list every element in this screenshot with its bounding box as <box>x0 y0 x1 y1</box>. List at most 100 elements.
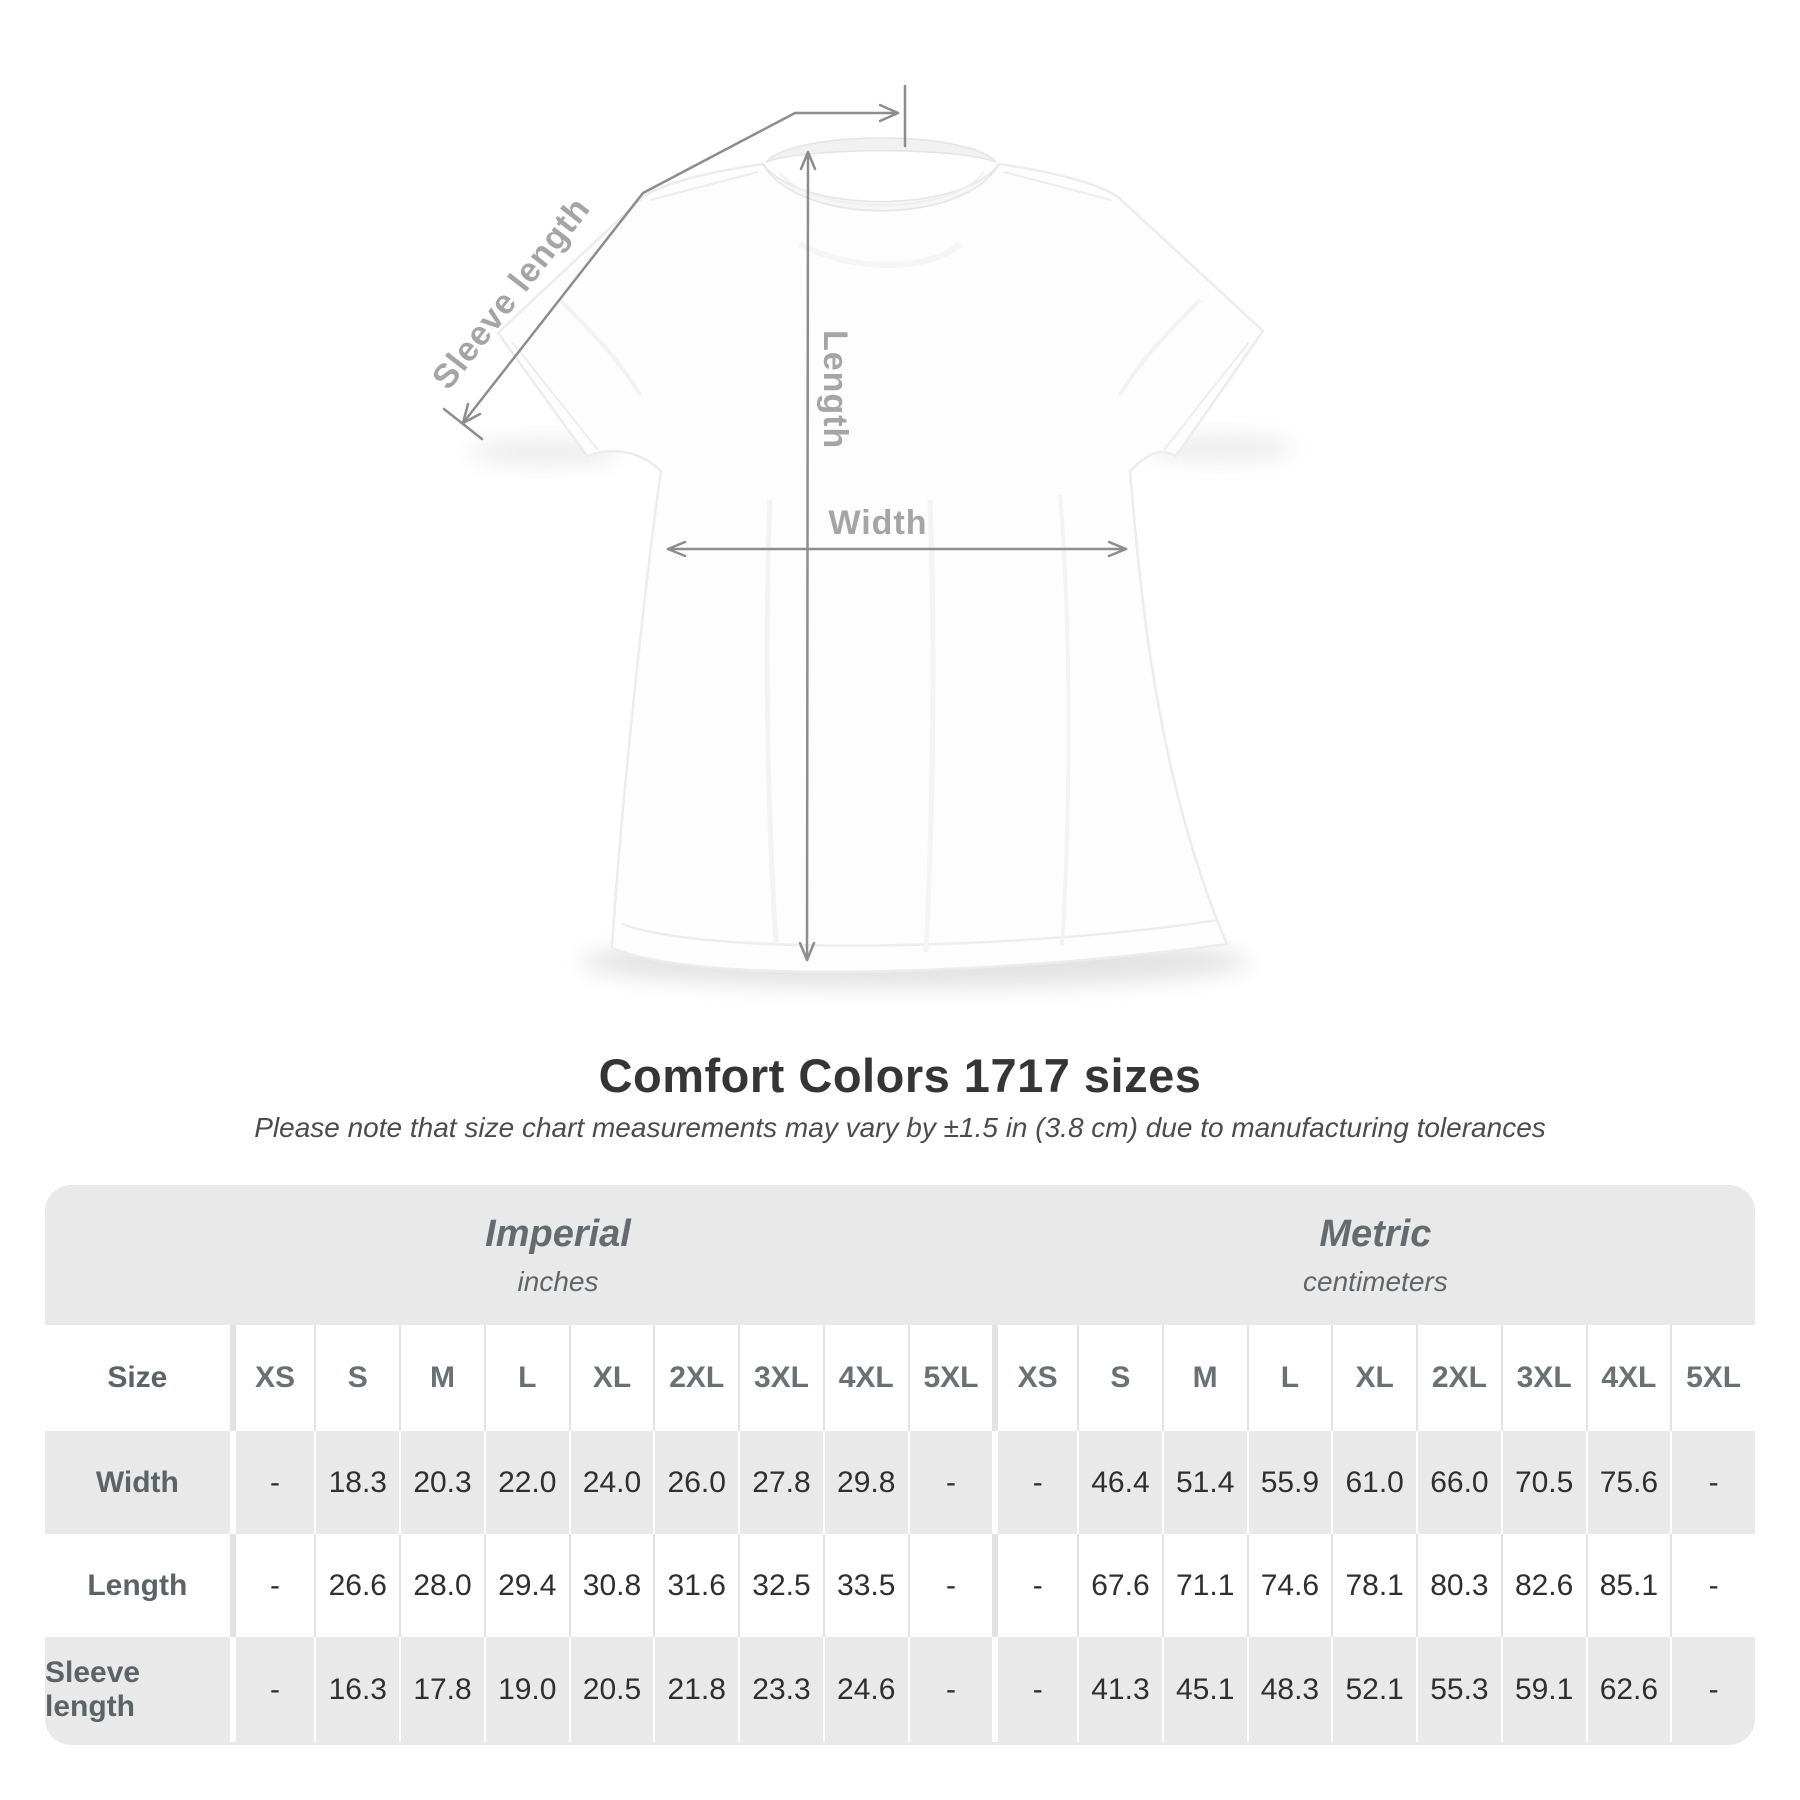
measurement-value: - <box>1670 1637 1755 1742</box>
size-col-header: S <box>1077 1325 1162 1431</box>
size-col-header: L <box>1246 1325 1332 1431</box>
size-header-row: Size XS S M L XL 2XL 3XL 4XL 5XL XS S M … <box>45 1325 1755 1431</box>
size-col-header: XS <box>229 1325 315 1431</box>
measurement-value: - <box>992 1637 1077 1742</box>
imperial-group: Imperial inches <box>485 1213 631 1298</box>
collar-band <box>762 163 1000 212</box>
measurement-value: - <box>229 1534 315 1637</box>
size-col-header: XS <box>992 1325 1077 1431</box>
page-title: Comfort Colors 1717 sizes <box>598 1049 1202 1102</box>
tshirt-illustration: Sleeve length Length Width <box>425 84 1295 988</box>
length-row: Length - 26.6 28.0 29.4 30.8 31.6 32.5 3… <box>45 1534 1755 1637</box>
size-col-header: M <box>1161 1325 1247 1431</box>
measurement-value: 20.3 <box>399 1431 484 1534</box>
length-arrowhead-bottom <box>798 941 816 962</box>
size-col-header: XL <box>568 1325 654 1431</box>
sleeve-length-tick-end <box>442 407 484 441</box>
measurement-value: - <box>907 1431 993 1534</box>
size-col-header: M <box>399 1325 484 1431</box>
size-col-header: XL <box>1331 1325 1416 1431</box>
unit-group-header: Imperial inches Metric centimeters <box>45 1185 1755 1325</box>
measurement-value: 26.0 <box>653 1431 738 1534</box>
measurement-value: 85.1 <box>1585 1534 1671 1637</box>
size-col-header: L <box>483 1325 569 1431</box>
measurement-value: - <box>907 1637 993 1742</box>
row-label: Sleeve length <box>45 1655 141 1723</box>
measurement-value: 55.3 <box>1416 1637 1501 1742</box>
width-arrowhead-left <box>666 540 687 558</box>
row-label: Length <box>87 1568 188 1602</box>
size-col-header: S <box>314 1325 399 1431</box>
imperial-label: Imperial <box>485 1213 631 1255</box>
tshirt-body <box>496 162 1265 974</box>
measurement-value: 19.0 <box>483 1637 569 1742</box>
measurement-value: 59.1 <box>1500 1637 1586 1742</box>
metric-label: Metric <box>1319 1213 1432 1255</box>
shirt-seams <box>511 171 1250 953</box>
measurement-value: 17.8 <box>399 1637 484 1742</box>
measurement-value: 30.8 <box>568 1534 654 1637</box>
measurement-value: 41.3 <box>1077 1637 1162 1742</box>
measurement-value: 46.4 <box>1077 1431 1162 1534</box>
measurement-value: 62.6 <box>1585 1637 1671 1742</box>
collar-back <box>765 137 997 163</box>
measurement-value: 29.4 <box>483 1534 569 1637</box>
measurement-value: - <box>907 1534 993 1637</box>
measurement-value: - <box>992 1431 1077 1534</box>
size-col-header: 4XL <box>822 1325 908 1431</box>
length-arrowhead-top <box>799 150 817 171</box>
measurement-value: 75.6 <box>1585 1431 1671 1534</box>
size-col-header: 2XL <box>1416 1325 1501 1431</box>
measurement-value: 31.6 <box>653 1534 738 1637</box>
tolerance-note: Please note that size chart measurements… <box>254 1112 1546 1143</box>
size-col-header: 5XL <box>907 1325 993 1431</box>
measurement-value: 16.3 <box>314 1637 399 1742</box>
measurement-value: 32.5 <box>738 1534 823 1637</box>
measurement-value: 52.1 <box>1331 1637 1416 1742</box>
width-row: Width - 18.3 20.3 22.0 24.0 26.0 27.8 29… <box>45 1431 1755 1534</box>
size-col-header: 3XL <box>738 1325 823 1431</box>
imperial-unit: inches <box>517 1266 599 1297</box>
measurement-value: 48.3 <box>1246 1637 1332 1742</box>
size-col-header: 4XL <box>1585 1325 1671 1431</box>
measurement-value: - <box>229 1431 315 1534</box>
measurement-value: 28.0 <box>399 1534 484 1637</box>
measurement-value: 24.0 <box>568 1431 654 1534</box>
measurement-value: 55.9 <box>1246 1431 1332 1534</box>
size-col-header: 3XL <box>1500 1325 1586 1431</box>
size-header-label: Size <box>107 1361 168 1394</box>
collar-inner-stitch <box>778 171 985 206</box>
measurement-value: 21.8 <box>653 1637 738 1742</box>
measurement-value: 78.1 <box>1331 1534 1416 1637</box>
measurement-value: 74.6 <box>1246 1534 1332 1637</box>
width-label: Width <box>828 504 927 542</box>
size-table: Imperial inches Metric centimeters Size … <box>45 1185 1755 1745</box>
measurement-value: - <box>992 1534 1077 1637</box>
length-line <box>805 150 810 962</box>
sleeve-length-diagonal <box>461 111 797 425</box>
measurement-value: 61.0 <box>1331 1431 1416 1534</box>
measurement-value: 82.6 <box>1500 1534 1586 1637</box>
measurement-lines <box>442 84 1128 962</box>
width-arrowhead-right <box>1107 540 1128 558</box>
measurement-value: - <box>229 1637 315 1742</box>
measurement-value: - <box>1670 1534 1755 1637</box>
measurement-value: 18.3 <box>314 1431 399 1534</box>
measurement-value: 33.5 <box>822 1534 908 1637</box>
measurement-value: 23.3 <box>738 1637 823 1742</box>
measurement-value: 29.8 <box>822 1431 908 1534</box>
measurement-value: 66.0 <box>1416 1431 1501 1534</box>
measurement-value: - <box>1670 1431 1755 1534</box>
measurement-value: 27.8 <box>738 1431 823 1534</box>
length-label: Length <box>816 330 854 449</box>
measurement-value: 67.6 <box>1077 1534 1162 1637</box>
size-col-header: 2XL <box>653 1325 738 1431</box>
sleeve-length-horizontal-arrow <box>793 103 900 123</box>
measurement-value: 45.1 <box>1161 1637 1247 1742</box>
sleeve-length-row: Sleeve length - 16.3 17.8 19.0 20.5 21.8… <box>45 1637 1755 1742</box>
measurement-value: 26.6 <box>314 1534 399 1637</box>
metric-unit: centimeters <box>1303 1266 1448 1297</box>
measurement-value: 80.3 <box>1416 1534 1501 1637</box>
size-col-header: 5XL <box>1670 1325 1755 1431</box>
row-label: Width <box>95 1465 179 1499</box>
